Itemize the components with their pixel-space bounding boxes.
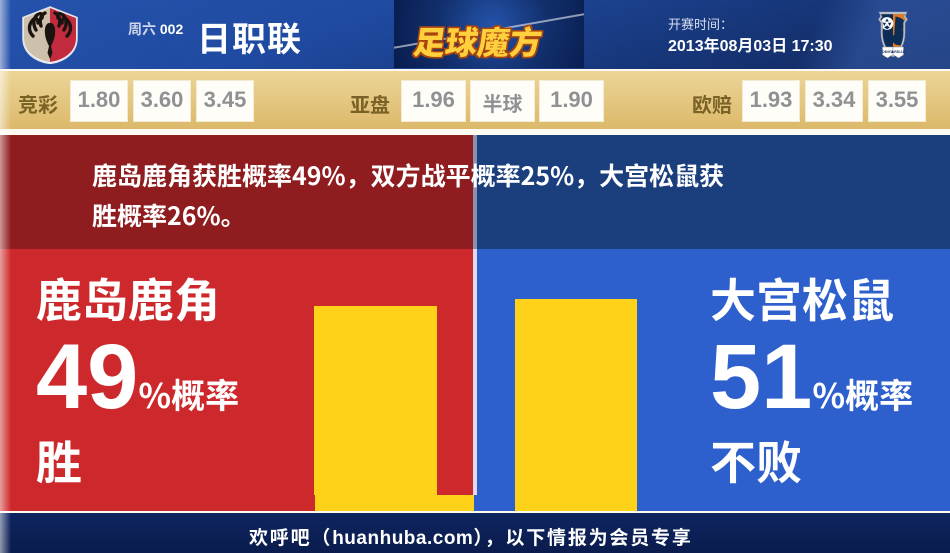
svg-text:ARDIJA: ARDIJA xyxy=(892,50,906,54)
